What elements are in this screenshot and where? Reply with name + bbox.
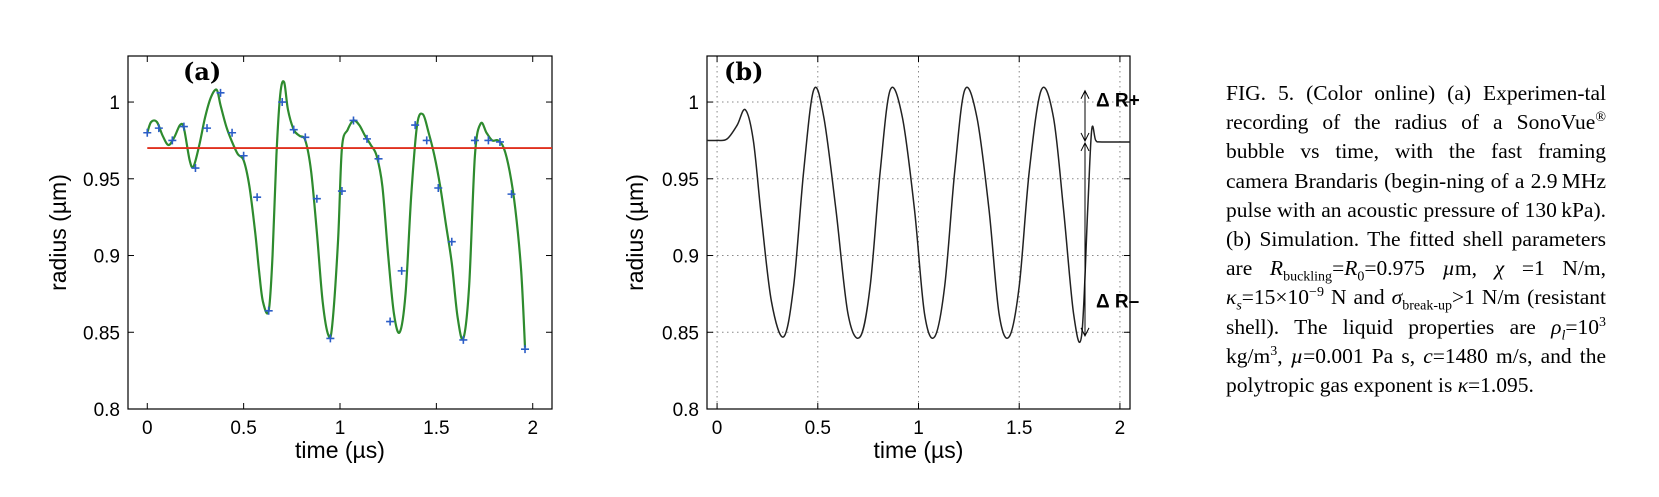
panel-a-marker-23 [422,136,431,145]
panel-a-xtick-label-1: 0.5 [230,418,256,439]
panel-a-marker-31 [521,345,530,354]
panel-a-marker-6 [216,88,225,97]
panel-a-ytick-label-0: 0.8 [94,400,120,421]
panel-a-xtick-label-2: 1 [335,418,346,439]
caption-text: FIG. 5. (Color online) (a) Experimen-tal… [1226,81,1607,398]
panel-a-marker-27 [470,136,479,145]
panel-a-marker-15 [326,334,335,343]
panel-b-annot-label-0: Δ R+ [1096,91,1140,112]
panel-b-xlabel: time (µs) [874,437,964,463]
panel-b-annot-label-1: Δ R– [1096,292,1139,313]
panel-a-ytick-label-2: 0.9 [94,247,120,268]
panel-a-axes-frame [127,55,553,410]
panel-b-ytick-label-3: 0.95 [662,170,699,191]
panel-b-annot-arrowhead-top-0 [1080,89,1090,99]
panel-b-ytick-label-4: 1 [688,93,699,114]
panel-a-marker-4 [191,164,200,173]
panel-b-ytick-label-2: 0.9 [673,247,699,268]
panel-a-marker-18 [362,134,371,143]
panel-a-marker-3 [179,122,188,131]
panel-a-xtick-label-0: 0 [142,418,153,439]
panel-a-marker-5 [203,124,212,133]
panel-a-marker-9 [253,193,262,202]
panel-a-marker-17 [349,116,358,125]
panel-b-ytick-label-1: 0.85 [662,323,699,344]
panel-a-marker-2 [168,136,177,145]
panel-a-marker-11 [278,98,287,107]
panel-a-series-fit-curve [146,80,527,348]
panel-a-marker-12 [289,125,298,134]
panel-a-ytick-label-3: 0.95 [83,170,120,191]
panel-a-marker-20 [386,317,395,326]
panel-a-marker-8 [239,151,248,160]
panel-b-ytick-label-0: 0.8 [673,400,699,421]
figure-caption: FIG. 5. (Color online) (a) Experimen-tal… [1226,79,1606,400]
panel-a-marker-10 [264,306,273,315]
panel-b-xtick-label-4: 2 [1115,418,1126,439]
panel-a-marker-24 [434,183,443,192]
panel-b-series-simulation [706,86,1131,344]
panel-a-xlabel: time (µs) [295,437,385,463]
panel-a-marker-14 [312,194,321,203]
panel-a-marker-7 [228,128,237,137]
panel-a-marker-1 [154,124,163,133]
panel-b-xtick-label-3: 1.5 [1006,418,1032,439]
panel-a-ytick-label-1: 0.85 [83,323,120,344]
panel-a-marker-29 [495,137,504,146]
panel-a-marker-13 [301,133,310,142]
panel-b-annot-arrowhead-bot-1 [1080,327,1090,337]
panel-a-marker-26 [459,335,468,344]
panel-a-marker-16 [337,187,346,196]
panel-a-ylabel: radius (µm) [45,174,71,291]
panel-b-annot-arrowhead-bot-0 [1080,132,1090,143]
panel-a-marker-19 [374,154,383,163]
panel-a-xtick-label-3: 1.5 [423,418,449,439]
panel-b-xtick-label-0: 0 [712,418,723,439]
panel-a-marker-21 [397,266,406,275]
panel-a-marker-28 [484,136,493,145]
panel-a-ytick-label-4: 1 [109,93,120,114]
panel-a-xtick-label-4: 2 [527,418,538,439]
panel-a-marker-25 [447,237,456,246]
panel-b-xtick-label-1: 0.5 [805,418,831,439]
panel-b-panel-label: (b) [724,57,764,86]
panel-a-marker-30 [507,190,516,199]
panel-b-xtick-label-2: 1 [913,418,924,439]
panel-a-marker-22 [411,121,420,130]
panel-b-ylabel: radius (µm) [622,174,648,291]
panel-a-marker-0 [143,128,152,137]
panel-a-panel-label: (a) [183,57,221,86]
panel-b-annot-arrowhead-top-1 [1080,141,1090,152]
